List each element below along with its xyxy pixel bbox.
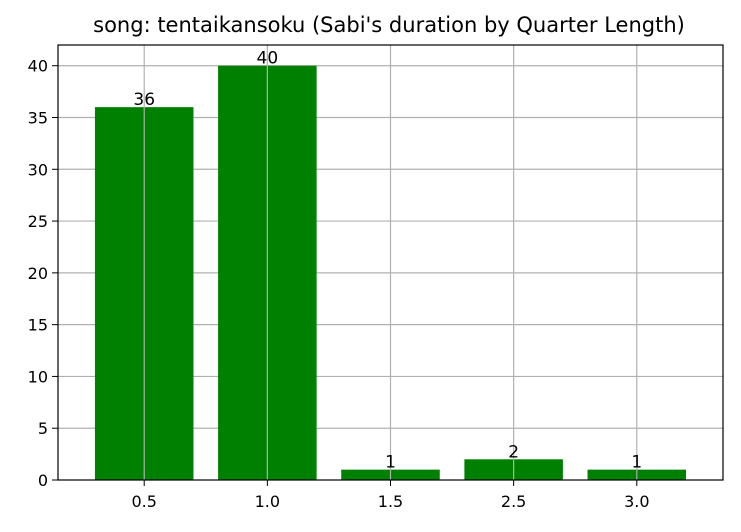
- y-tick-label: 5: [38, 419, 48, 438]
- data-labels: 36 40 1 2 1: [133, 49, 642, 473]
- y-tick-label: 25: [28, 212, 48, 231]
- y-tick-label: 20: [28, 264, 48, 283]
- x-tick-label: 2.5: [501, 492, 526, 511]
- x-grid-lines: [143, 45, 638, 480]
- y-tick-label: 30: [28, 160, 48, 179]
- x-tick-label: 3.0: [624, 492, 649, 511]
- chart-title: song: tentaikansoku (Sabi's duration by …: [93, 13, 685, 37]
- x-tick-label: 1.5: [378, 492, 403, 511]
- y-tick-label: 35: [28, 109, 48, 128]
- data-label: 36: [133, 90, 155, 110]
- y-tick-label: 10: [28, 367, 48, 386]
- x-tick-label: 1.0: [255, 492, 280, 511]
- plot-frame: [57, 44, 724, 481]
- data-label: 1: [385, 453, 396, 473]
- tick-labels: 0 5 10 15 20 25 30 35 40 0.5 1.0 1.5 2.5 3.0: [28, 57, 650, 511]
- x-tick-label: 0.5: [131, 492, 156, 511]
- y-tick-label: 15: [28, 316, 48, 335]
- axes: [52, 44, 724, 486]
- data-label: 40: [257, 49, 279, 69]
- y-tick-label: 0: [38, 471, 48, 490]
- data-label: 1: [631, 453, 642, 473]
- data-label: 2: [508, 442, 519, 462]
- y-tick-label: 40: [28, 57, 48, 76]
